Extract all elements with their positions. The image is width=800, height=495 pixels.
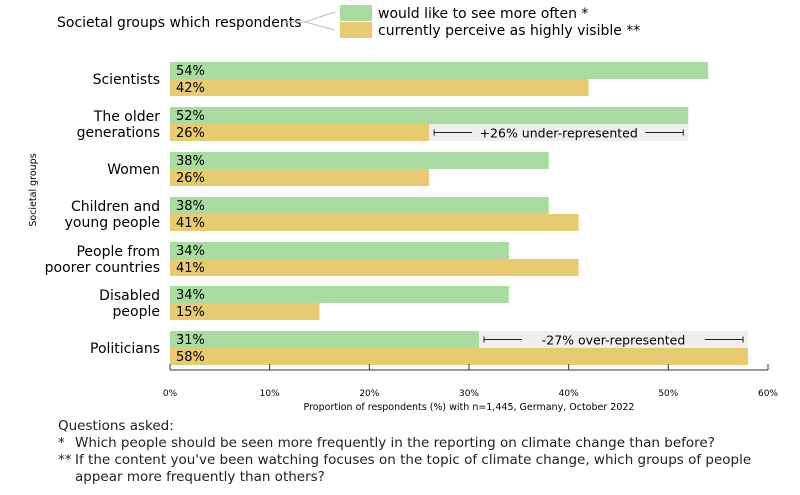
bar-value-label: 58% — [176, 350, 205, 365]
legend-label: currently perceive as highly visible ** — [378, 23, 640, 39]
category-label: generations — [77, 125, 160, 141]
bar-chart: Societal groups which respondents would l… — [28, 5, 778, 413]
bar-value-label: 38% — [176, 154, 205, 169]
bar-perceived — [170, 214, 579, 231]
annotation-bracket — [483, 336, 744, 343]
category-label: poorer countries — [45, 260, 160, 276]
bar-value-label: 26% — [176, 126, 205, 141]
category-label: People from — [76, 244, 160, 260]
category-label: Children and — [71, 199, 160, 215]
question-2: ** If the content you've been watching fo… — [58, 452, 790, 486]
category-label: people — [113, 304, 160, 320]
questions-heading: Questions asked: — [58, 418, 174, 434]
bar-value-label: 15% — [176, 305, 205, 320]
legend-swatch — [340, 22, 372, 38]
annotation-label: -27% over-represented — [542, 333, 686, 348]
bar-value-label: 42% — [176, 81, 205, 96]
y-axis-title: Societal groups — [28, 153, 39, 226]
category-label: Women — [107, 162, 160, 178]
category-label: young people — [65, 215, 160, 231]
legend-swatch — [340, 5, 372, 21]
bar-perceived — [170, 169, 430, 186]
bar-value-label: 41% — [176, 261, 205, 276]
bar-desired — [170, 152, 549, 169]
x-tick-label: 40% — [559, 389, 579, 399]
q1-text: Which people should be seen more frequen… — [75, 435, 715, 451]
bar-desired — [170, 197, 549, 214]
x-tick-label: 0% — [163, 389, 178, 399]
legend-bracket — [285, 11, 336, 31]
annotation-bracket — [433, 129, 684, 136]
bar-value-label: 52% — [176, 109, 205, 124]
category-label: Disabled — [99, 288, 160, 304]
bar-perceived — [170, 124, 430, 141]
legend-intro: Societal groups which respondents — [57, 15, 302, 31]
x-axis-title: Proportion of respondents (%) with n=1,4… — [304, 402, 635, 413]
x-tick-label: 50% — [658, 389, 678, 399]
x-tick-label: 20% — [359, 389, 379, 399]
bar-desired — [170, 286, 509, 303]
question-1: * Which people should be seen more freque… — [58, 435, 778, 452]
bar-value-label: 38% — [176, 199, 205, 214]
x-tick-label: 60% — [758, 389, 778, 399]
q2-text: If the content you've been watching focu… — [75, 452, 752, 485]
annotation-background — [478, 331, 749, 348]
annotation-background — [429, 124, 689, 141]
q2-marker: ** — [58, 452, 72, 468]
annotation-label: +26% under-represented — [480, 126, 638, 141]
bar-desired — [170, 242, 509, 259]
bar-perceived — [170, 79, 589, 96]
category-label: The older — [93, 109, 160, 125]
bar-perceived — [170, 348, 749, 365]
bar-desired — [170, 62, 709, 79]
bar-value-label: 54% — [176, 64, 205, 79]
bar-value-label: 41% — [176, 216, 205, 231]
bar-value-label: 26% — [176, 171, 205, 186]
bar-perceived — [170, 259, 579, 276]
legend-label: would like to see more often * — [378, 6, 588, 22]
bar-value-label: 34% — [176, 244, 205, 259]
category-label: Politicians — [90, 341, 160, 357]
bar-perceived — [170, 303, 320, 320]
bar-value-label: 34% — [176, 288, 205, 303]
bar-desired — [170, 331, 479, 348]
x-tick-label: 10% — [260, 389, 280, 399]
category-label: Scientists — [93, 72, 160, 88]
bar-desired — [170, 107, 689, 124]
x-tick-label: 30% — [459, 389, 479, 399]
q1-marker: * — [58, 435, 65, 451]
bar-value-label: 31% — [176, 333, 205, 348]
